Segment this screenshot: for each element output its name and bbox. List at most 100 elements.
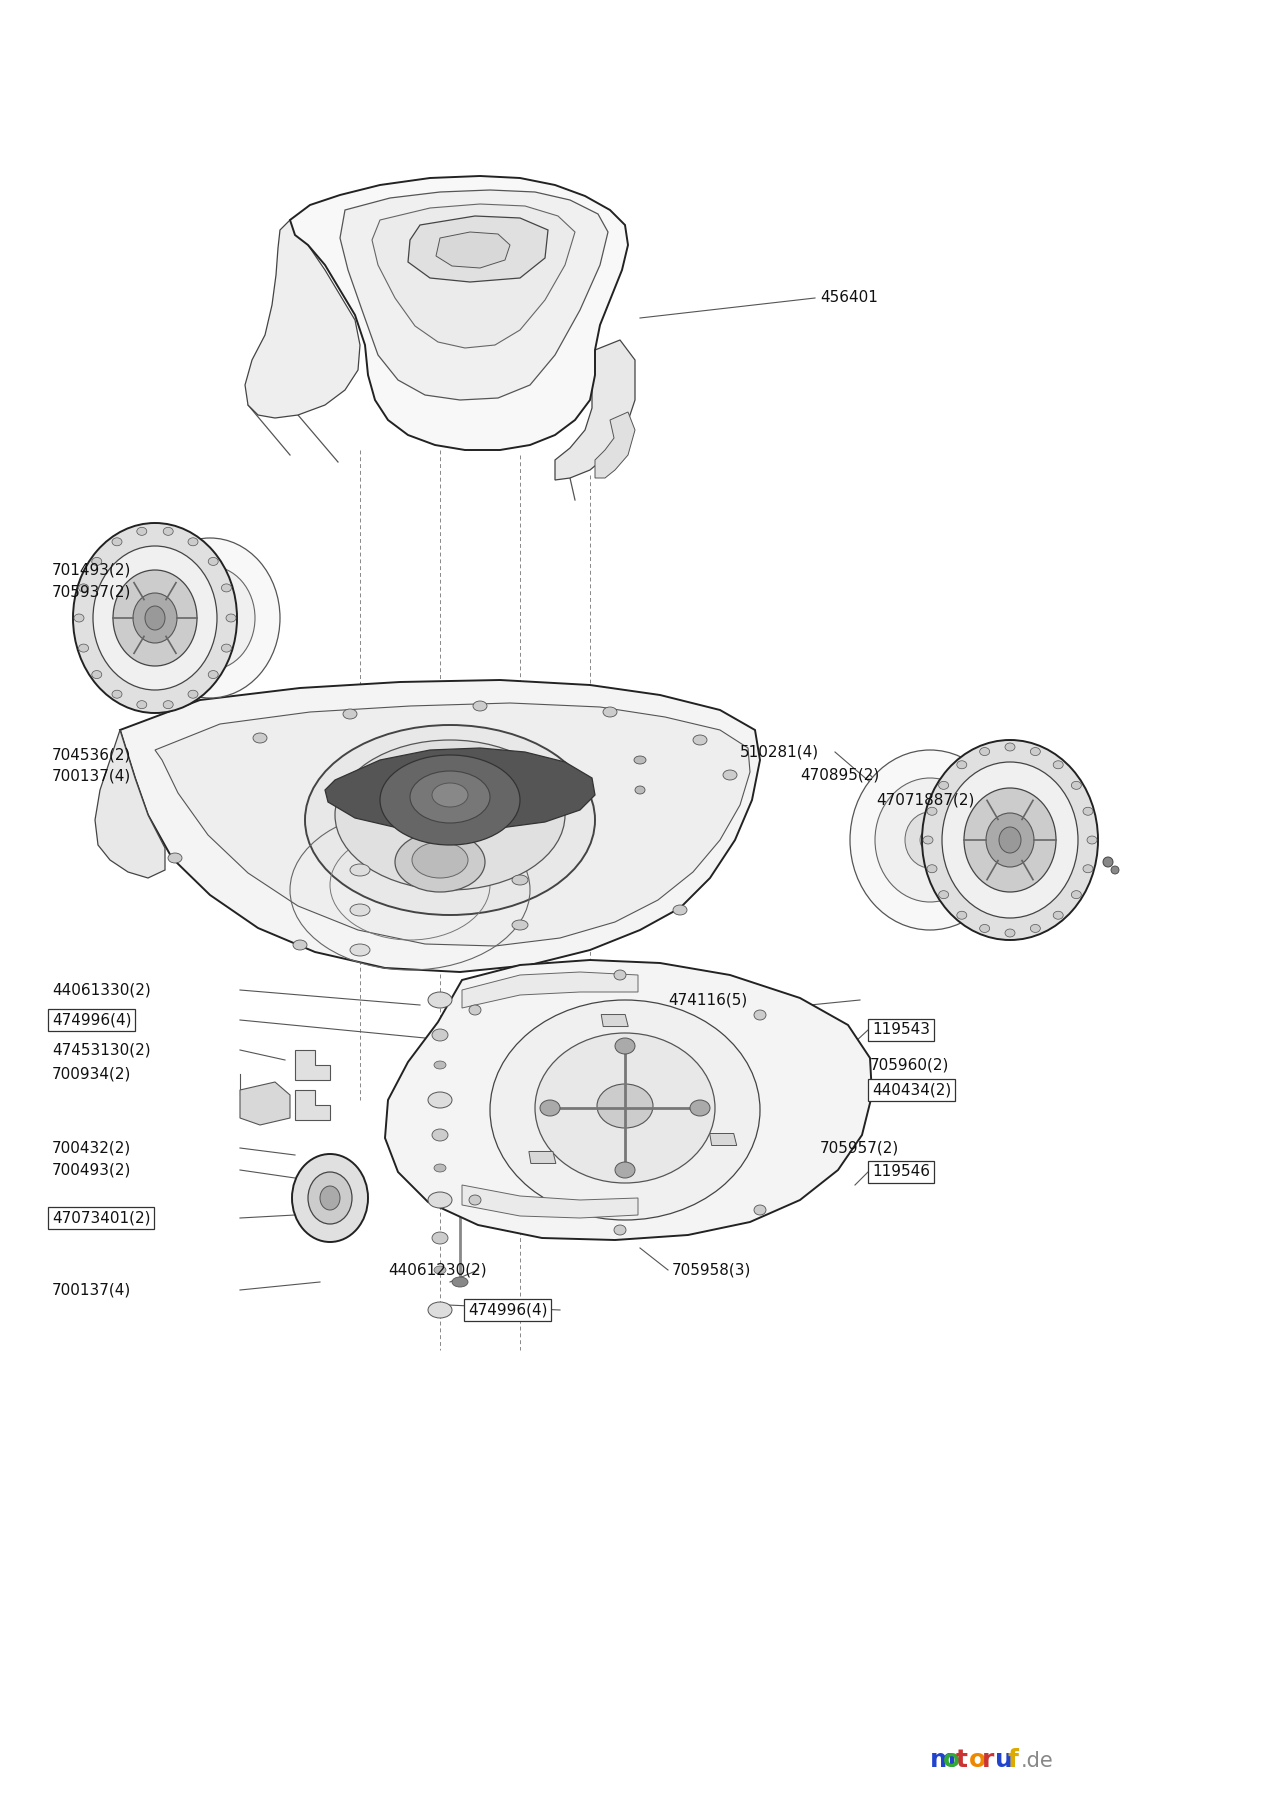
Ellipse shape [536,1033,715,1183]
Ellipse shape [452,1276,468,1287]
Text: 44061330(2): 44061330(2) [52,983,151,997]
Ellipse shape [396,832,485,893]
Ellipse shape [427,992,452,1008]
Ellipse shape [986,814,1034,868]
Ellipse shape [513,920,528,931]
Ellipse shape [541,1100,560,1116]
Ellipse shape [163,527,173,535]
Polygon shape [371,203,575,347]
Polygon shape [290,176,628,450]
Text: m: m [930,1748,957,1771]
Ellipse shape [999,826,1021,853]
Ellipse shape [1030,747,1040,756]
Text: 474996(4): 474996(4) [52,1012,131,1028]
Polygon shape [340,191,608,400]
Ellipse shape [335,740,565,889]
Ellipse shape [112,538,122,545]
Ellipse shape [689,1100,710,1116]
Ellipse shape [163,700,173,709]
Ellipse shape [964,788,1056,893]
Text: 47453130(2): 47453130(2) [52,1042,150,1058]
Ellipse shape [722,770,736,779]
Polygon shape [602,1015,628,1026]
Ellipse shape [635,787,645,794]
Ellipse shape [226,614,237,623]
Text: 47071887(2): 47071887(2) [876,792,974,808]
Text: o: o [943,1748,960,1771]
Ellipse shape [188,689,198,698]
Text: 705937(2): 705937(2) [52,585,131,599]
Ellipse shape [927,864,937,873]
Polygon shape [155,704,750,947]
Ellipse shape [209,558,219,565]
Text: 474996(4): 474996(4) [468,1303,547,1318]
Ellipse shape [434,1165,446,1172]
Ellipse shape [145,607,165,630]
Ellipse shape [939,781,949,790]
Text: 701493(2): 701493(2) [52,562,131,578]
Text: 510281(4): 510281(4) [740,745,819,760]
Text: t: t [957,1748,968,1771]
Ellipse shape [79,644,89,652]
Ellipse shape [305,725,595,914]
Ellipse shape [957,761,967,769]
Ellipse shape [693,734,707,745]
Ellipse shape [79,583,89,592]
Text: 47073401(2): 47073401(2) [52,1210,150,1226]
Polygon shape [326,749,595,830]
Ellipse shape [73,524,237,713]
Polygon shape [120,680,759,972]
Ellipse shape [410,770,490,823]
Ellipse shape [253,733,267,743]
Ellipse shape [93,545,218,689]
Text: 705957(2): 705957(2) [820,1141,899,1156]
Polygon shape [595,412,635,479]
Ellipse shape [614,1039,635,1055]
Ellipse shape [1071,781,1081,790]
Ellipse shape [1005,743,1015,751]
Ellipse shape [321,1186,340,1210]
Ellipse shape [922,740,1098,940]
Ellipse shape [350,864,370,877]
Ellipse shape [927,806,937,815]
Text: 700432(2): 700432(2) [52,1141,131,1156]
Ellipse shape [140,538,280,698]
Ellipse shape [380,754,520,844]
Polygon shape [462,1184,639,1219]
Ellipse shape [343,709,357,718]
Ellipse shape [979,747,990,756]
Ellipse shape [923,835,932,844]
Ellipse shape [1110,866,1119,875]
Ellipse shape [920,830,940,851]
Text: 456401: 456401 [820,290,878,306]
Text: 700137(4): 700137(4) [52,1282,131,1298]
Ellipse shape [469,1004,481,1015]
Ellipse shape [221,583,232,592]
Ellipse shape [633,756,646,763]
Text: o: o [969,1748,986,1771]
Ellipse shape [74,614,84,623]
Ellipse shape [754,1204,766,1215]
Ellipse shape [490,1001,759,1220]
Ellipse shape [221,644,232,652]
Ellipse shape [134,592,177,643]
Ellipse shape [92,558,102,565]
Ellipse shape [168,853,182,862]
Text: u: u [995,1748,1013,1771]
Ellipse shape [614,970,626,979]
Ellipse shape [137,527,146,535]
Ellipse shape [939,891,949,898]
Ellipse shape [1082,864,1093,873]
Ellipse shape [673,905,687,914]
Ellipse shape [350,904,370,916]
Ellipse shape [102,596,114,608]
Ellipse shape [850,751,1010,931]
Polygon shape [555,340,635,481]
Ellipse shape [293,1154,368,1242]
Ellipse shape [473,700,487,711]
Ellipse shape [979,925,990,932]
Ellipse shape [308,1172,352,1224]
Polygon shape [240,1082,290,1125]
Ellipse shape [614,1163,635,1177]
Ellipse shape [432,1030,448,1040]
